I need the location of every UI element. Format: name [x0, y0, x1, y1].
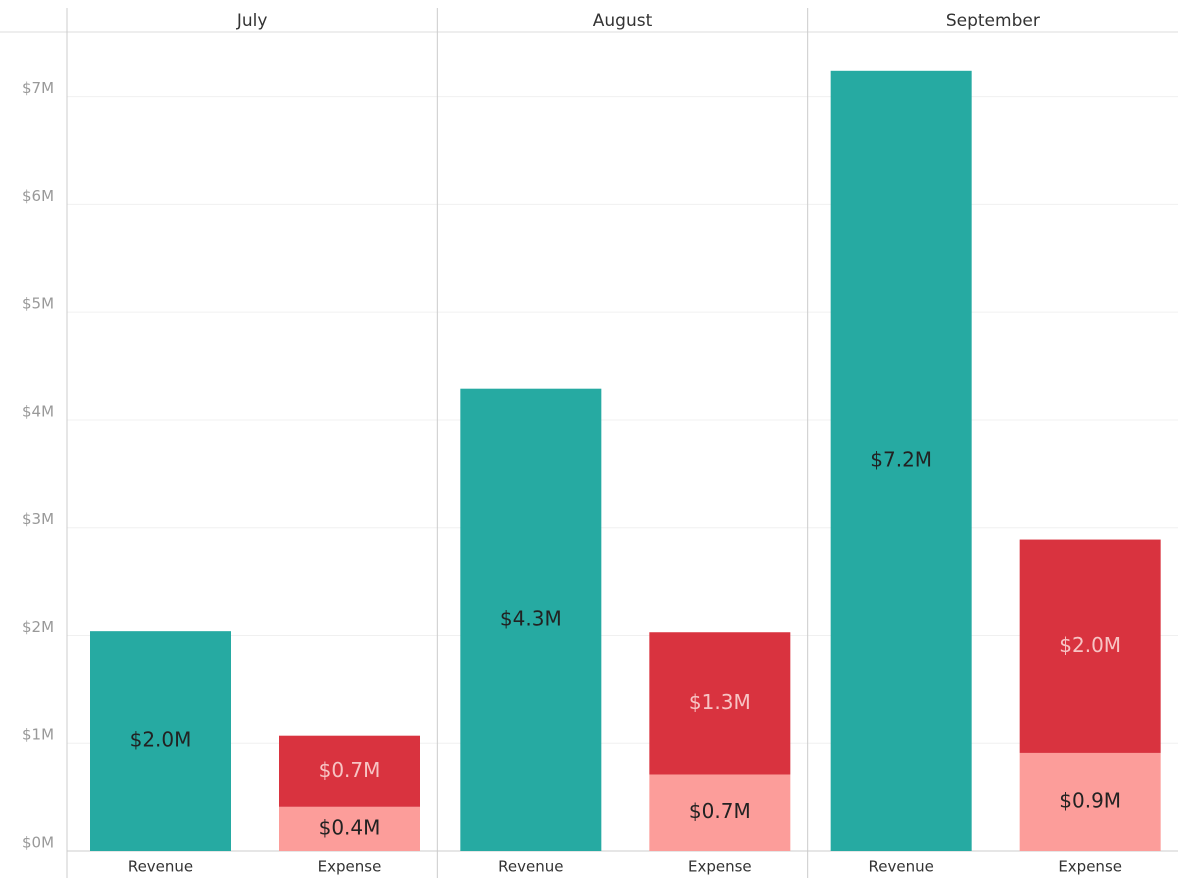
y-tick-label: $3M: [22, 510, 54, 528]
data-label: $4.3M: [500, 606, 562, 630]
y-tick-label: $6M: [22, 187, 54, 205]
y-tick-label: $4M: [22, 402, 54, 420]
bar-segment: [649, 632, 791, 775]
y-tick-label: $0M: [22, 834, 54, 852]
bar-segment: [90, 631, 231, 851]
y-tick-label: $2M: [22, 618, 54, 636]
data-label: $0.9M: [1059, 788, 1121, 812]
x-tick-label: Expense: [318, 858, 382, 876]
data-label: $0.7M: [319, 758, 381, 782]
y-tick-label: $7M: [22, 79, 54, 97]
x-tick-label: Revenue: [128, 858, 193, 876]
bar-segment: [649, 774, 791, 851]
panel-title: July: [236, 11, 268, 31]
data-label: $1.3M: [689, 690, 751, 714]
bar-segment: [460, 388, 602, 851]
y-tick-label: $1M: [22, 726, 54, 744]
y-tick-label: $5M: [22, 295, 54, 313]
x-tick-label: Expense: [688, 858, 752, 876]
data-label: $0.4M: [319, 815, 381, 839]
panel-title: August: [593, 11, 653, 31]
data-label: $2.0M: [1059, 633, 1121, 657]
bar-segment: [1019, 752, 1161, 851]
bar-segment: [830, 70, 972, 851]
x-tick-label: Revenue: [869, 858, 934, 876]
x-tick-label: Revenue: [498, 858, 563, 876]
bar-segment: [279, 735, 420, 807]
data-label: $2.0M: [130, 728, 192, 752]
data-label: $7.2M: [870, 447, 932, 471]
bar-segment: [1019, 539, 1161, 753]
x-tick-label: Expense: [1058, 858, 1122, 876]
data-label: $0.7M: [689, 799, 751, 823]
bar-segment: [279, 806, 420, 851]
panel-title: September: [946, 11, 1040, 31]
